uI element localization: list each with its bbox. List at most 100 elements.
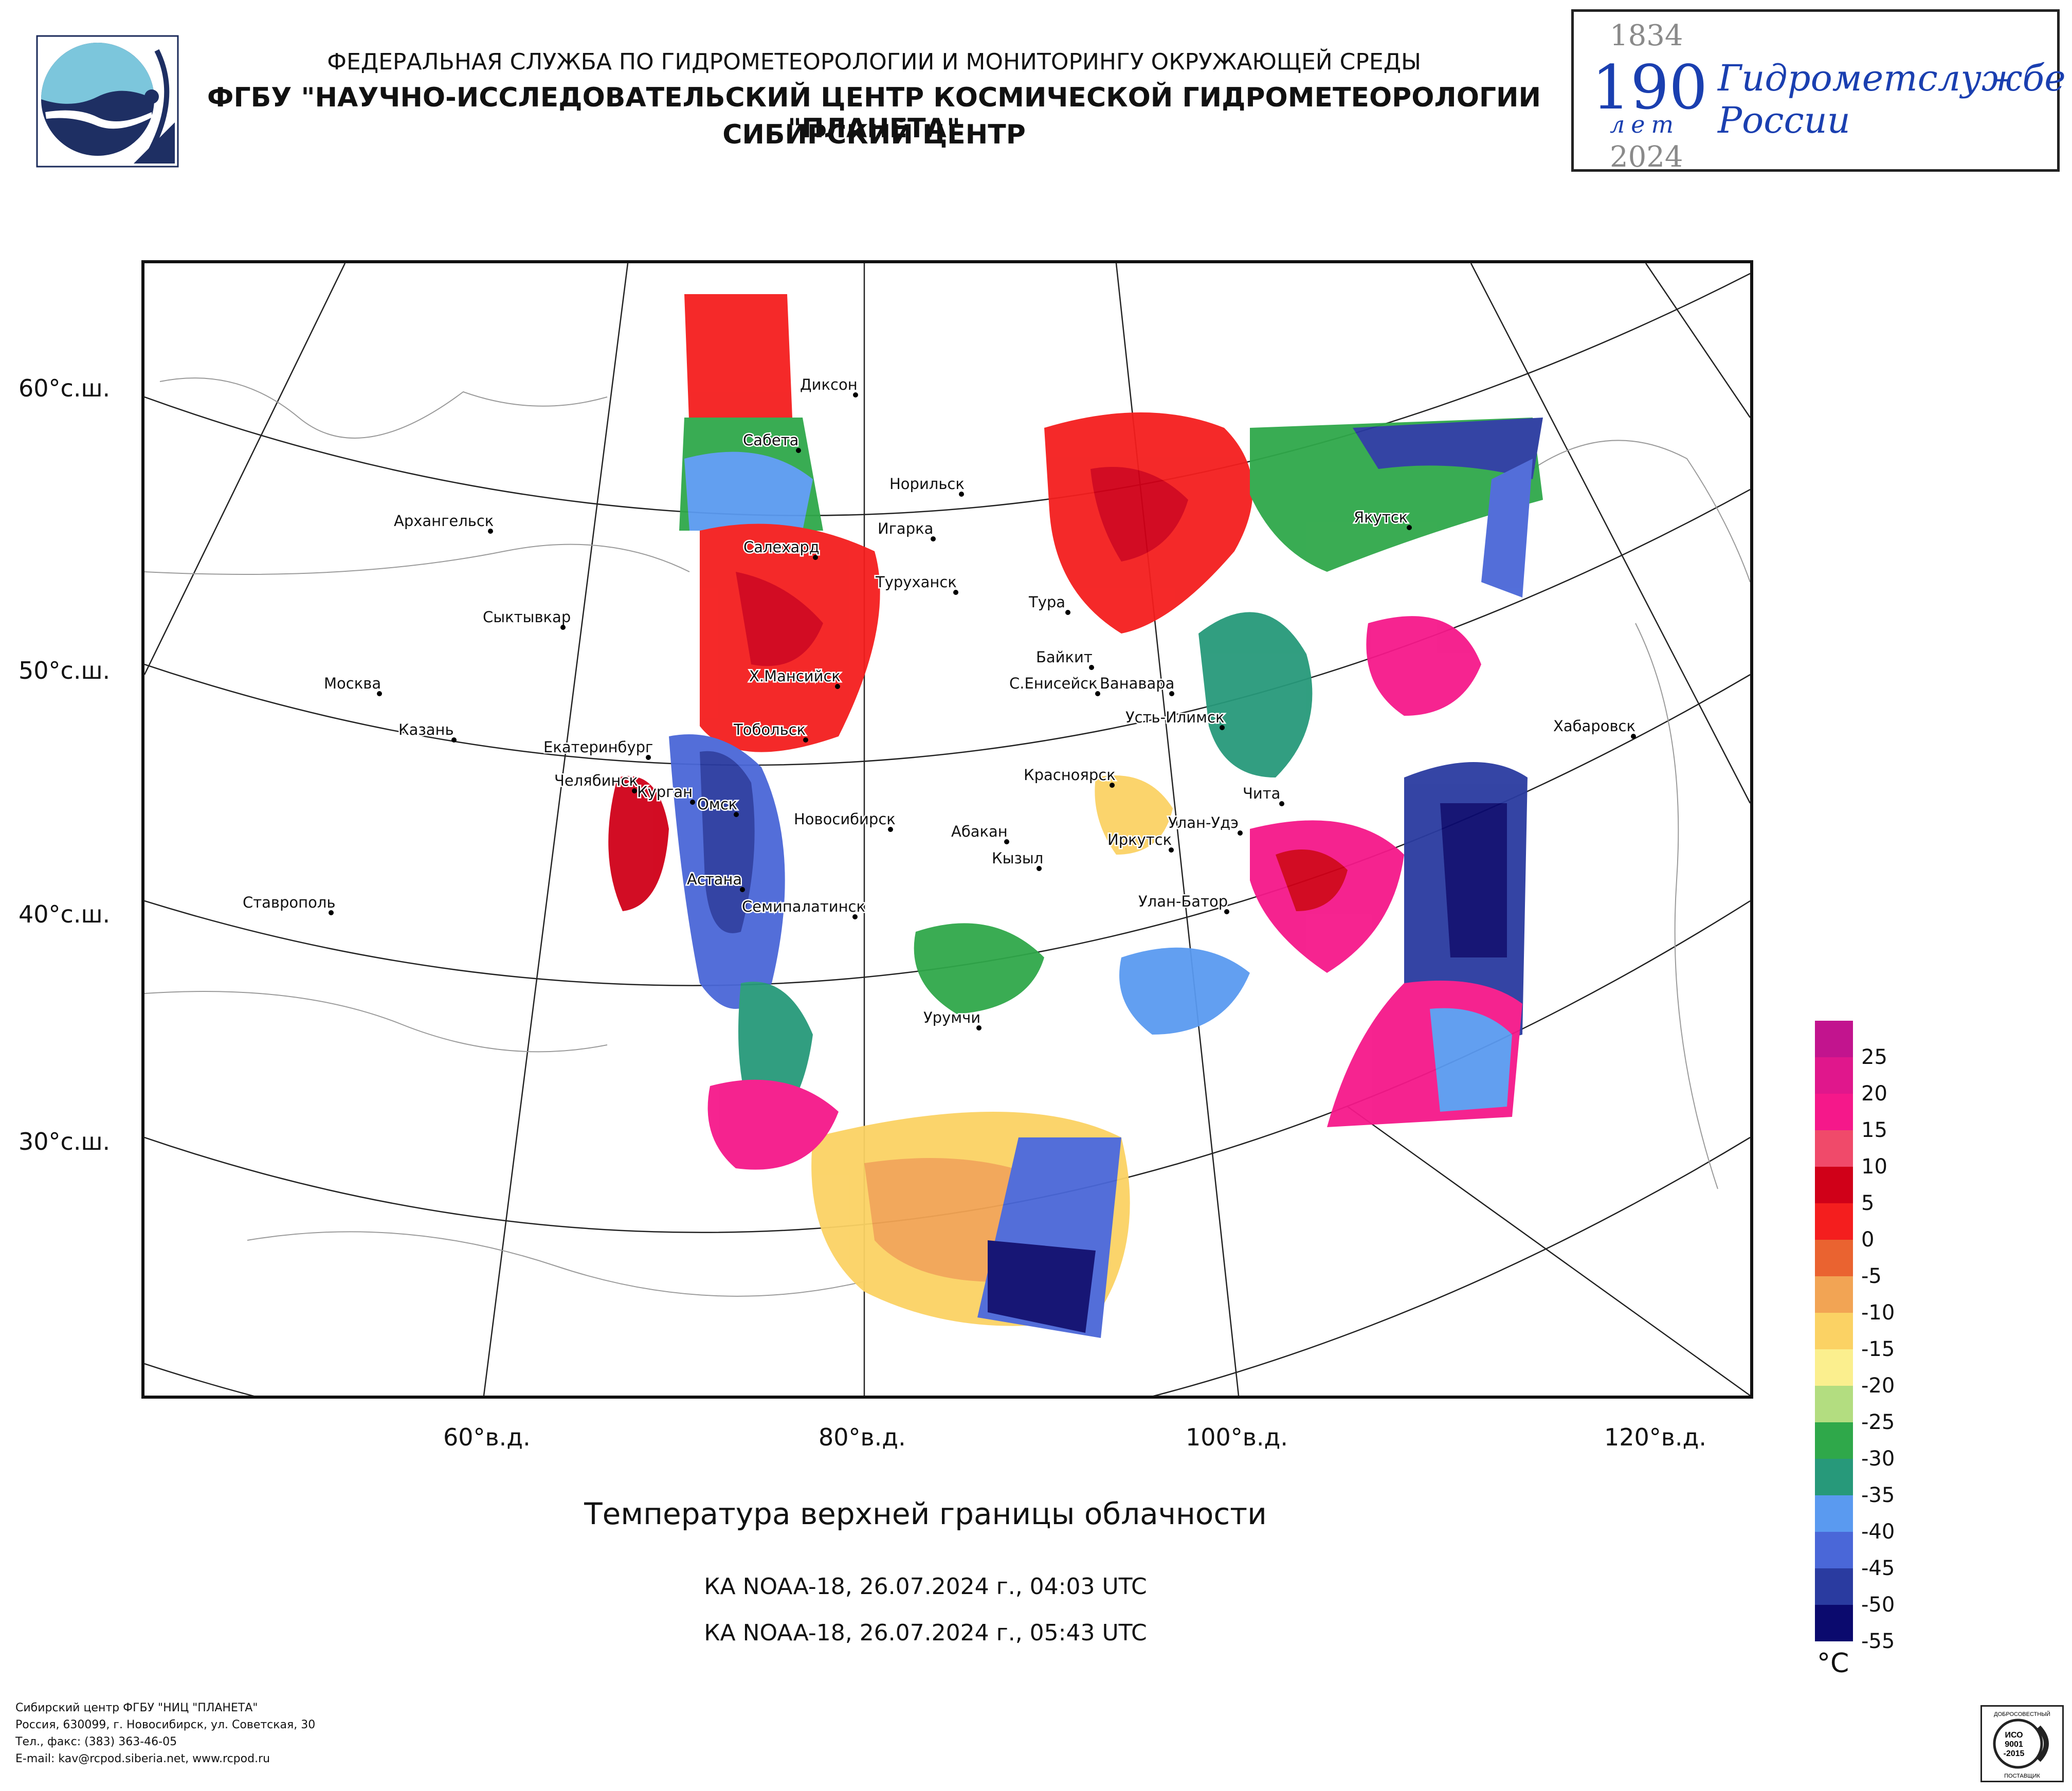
city-dot	[329, 910, 334, 915]
coastlines	[144, 377, 1750, 1297]
city-dot	[853, 392, 858, 397]
city-dot	[976, 1025, 982, 1030]
city-dot	[377, 691, 382, 696]
legend-label: -50	[1861, 1593, 1895, 1617]
pass-line-1: КА NOAA-18, 26.07.2024 г., 04:03 UTC	[704, 1573, 1147, 1600]
footer-contacts: Сибирский центр ФГБУ "НИЦ "ПЛАНЕТА" Росс…	[15, 1699, 315, 1767]
city-label: Кызыл	[992, 849, 1043, 867]
legend-unit: °C	[1817, 1648, 1849, 1679]
city-label: Диксон	[800, 376, 858, 393]
legend-swatch	[1815, 1094, 1853, 1130]
legend-label: 10	[1861, 1155, 1887, 1179]
footer-line: Сибирский центр ФГБУ "НИЦ "ПЛАНЕТА"	[15, 1702, 258, 1714]
legend-swatch	[1815, 1240, 1853, 1276]
city-markers: Диксон Сабета Норильск Архангельск Салехард И…	[242, 375, 1637, 1030]
city-label: Х.Мансийск	[749, 667, 841, 685]
city-dot	[646, 755, 651, 760]
legend-swatch	[1815, 1276, 1853, 1313]
lon-label-80: 80°в.д.	[819, 1423, 906, 1451]
city-label: Иркутск	[1107, 831, 1172, 848]
legend-label: -45	[1861, 1557, 1895, 1580]
legend-label: -10	[1861, 1301, 1895, 1325]
map-frame: Диксон Сабета Норильск Архангельск Салехард И…	[141, 260, 1753, 1399]
city-label: Туруханск	[875, 573, 957, 591]
anniversary-org-line1: Гидрометслужбе	[1718, 57, 2066, 99]
anniversary-word: лет	[1610, 111, 1680, 138]
city-label: Курган	[637, 783, 693, 801]
legend-swatch	[1815, 1605, 1853, 1641]
legend-label: -25	[1861, 1410, 1895, 1434]
city-label: Салехард	[743, 538, 820, 556]
city-label: Екатеринбург	[543, 738, 653, 756]
anniversary-org-line2: России	[1718, 99, 1850, 141]
legend-swatch	[1815, 1459, 1853, 1495]
lat-label-50: 50°с.ш.	[19, 657, 111, 684]
city-dot	[1004, 839, 1009, 844]
city-dot	[1089, 665, 1094, 670]
city-dot	[888, 827, 893, 832]
city-label: Сыктывкар	[483, 608, 571, 626]
legend-label: -30	[1861, 1447, 1895, 1471]
header-agency: ФЕДЕРАЛЬНАЯ СЛУЖБА ПО ГИДРОМЕТЕОРОЛОГИИ …	[327, 49, 1421, 75]
city-dot	[632, 788, 637, 793]
legend-swatch	[1815, 1130, 1853, 1167]
legend-label: -40	[1861, 1520, 1895, 1544]
iso-top-text: ДОБРОСОВЕСТНЫЙ	[1994, 1711, 2050, 1717]
footer-line: Тел., факс: (383) 363-46-05	[15, 1735, 177, 1748]
anniversary-org: Гидрометслужбе России	[1718, 57, 2066, 141]
anniversary-year-end: 2024	[1610, 140, 1683, 174]
iso-certificate-badge: ДОБРОСОВЕСТНЫЙ ИСО 9001 -2015 ПОСТАВЩИК	[1980, 1705, 2064, 1782]
city-label: Семипалатинск	[742, 898, 865, 915]
city-label: Игарка	[878, 520, 933, 537]
legend-label: 20	[1861, 1082, 1887, 1106]
city-dot	[1224, 909, 1229, 914]
city-label: Хабаровск	[1553, 717, 1635, 735]
legend-label: -15	[1861, 1337, 1895, 1361]
city-dot	[740, 887, 745, 892]
city-dot	[451, 737, 457, 743]
legend-swatch	[1815, 1203, 1853, 1240]
city-label: Чита	[1243, 785, 1280, 802]
city-label: С.Енисейск	[1009, 675, 1098, 692]
city-dot	[931, 536, 936, 541]
lat-label-40: 40°с.ш.	[19, 900, 111, 928]
anniversary-year-start: 1834	[1610, 19, 1683, 52]
footer-line: Россия, 630099, г. Новосибирск, ул. Сове…	[15, 1718, 316, 1731]
city-dot	[835, 684, 840, 689]
legend-label: -55	[1861, 1630, 1895, 1653]
lon-label-100: 100°в.д.	[1186, 1423, 1288, 1451]
city-dot	[1407, 525, 1412, 530]
city-label: Омск	[697, 795, 737, 813]
legend-label: -5	[1861, 1264, 1882, 1288]
legend-swatch	[1815, 1167, 1853, 1203]
legend-label: 0	[1861, 1228, 1875, 1252]
city-label: Байкит	[1036, 648, 1093, 666]
header-center: СИБИРСКИЙ ЦЕНТР	[722, 119, 1026, 150]
city-label: Москва	[324, 675, 381, 692]
city-label: Казань	[398, 721, 454, 738]
iso-mid3: -2015	[2004, 1749, 2025, 1758]
city-label: Улан-Удэ	[1168, 814, 1239, 831]
legend-swatch	[1815, 1021, 1853, 1057]
city-label: Тура	[1028, 593, 1065, 611]
map-canvas: Диксон Сабета Норильск Архангельск Салехард И…	[144, 263, 1750, 1396]
city-dot	[1279, 801, 1284, 806]
color-legend	[1815, 1021, 1853, 1641]
lon-label-60: 60°в.д.	[443, 1423, 531, 1451]
city-label: Челябинск	[554, 772, 638, 789]
anniversary-badge: 1834 190 лет 2024 Гидрометслужбе России	[1571, 9, 2066, 174]
pass-line-2: КА NOAA-18, 26.07.2024 г., 05:43 UTC	[704, 1620, 1147, 1646]
legend-swatch	[1815, 1057, 1853, 1094]
legend-label: 25	[1861, 1045, 1887, 1069]
lat-label-30: 30°с.ш.	[19, 1128, 111, 1155]
map-caption: Температура верхней границы облачности	[584, 1496, 1267, 1531]
city-dot	[1095, 691, 1100, 696]
city-label: Якутск	[1354, 509, 1408, 526]
city-dot	[488, 529, 493, 534]
city-label: Красноярск	[1024, 766, 1116, 784]
city-label: Ставрополь	[243, 894, 336, 911]
city-dot	[803, 737, 808, 743]
city-dot	[852, 914, 858, 919]
city-dot	[1220, 725, 1225, 730]
legend-swatch	[1815, 1422, 1853, 1459]
